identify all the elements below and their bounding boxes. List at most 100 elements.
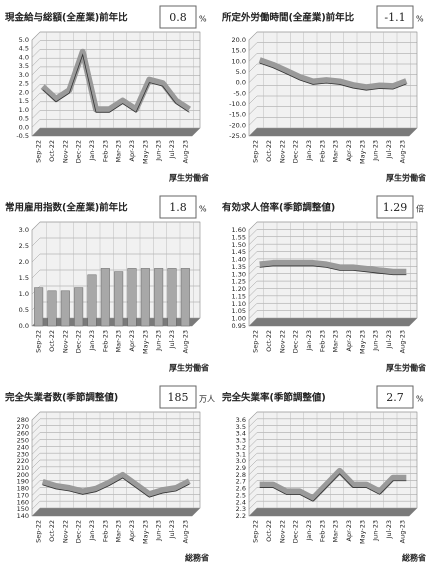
panel-title: 常用雇用指数(全産業)前年比 [5, 202, 128, 214]
headline-value: 2.7 [386, 391, 404, 404]
grid-line [248, 42, 417, 51]
grid-line [31, 57, 200, 67]
grid-line [248, 273, 417, 282]
y-tick-label: 1.00 [232, 315, 246, 323]
source: 総務省 [402, 553, 426, 563]
grid-line [248, 288, 417, 297]
x-tick-label: Dec-22 [292, 330, 300, 353]
back-wall [31, 31, 201, 137]
y-tick-label: 3.1 [236, 450, 246, 458]
x-tick-label: Sep-22 [252, 520, 260, 543]
x-tick-label: Jul-23 [168, 330, 176, 349]
bar [167, 268, 177, 327]
y-tick-label: 2.5 [236, 491, 246, 499]
x-tick-label: Aug-23 [181, 140, 189, 163]
x-tick-label: Mar-23 [332, 330, 340, 352]
grid-line [31, 110, 200, 119]
bar [154, 268, 164, 327]
y-tick-label: 180 [17, 485, 29, 493]
y-tick-label: 2.4 [236, 498, 246, 506]
x-tick-label: Dec-22 [75, 140, 83, 163]
headline-value: 0.8 [169, 11, 187, 24]
grid-line [248, 53, 417, 62]
x-tick-label: May-23 [141, 330, 149, 354]
unit: % [416, 15, 424, 24]
grid-line [31, 418, 200, 428]
grid-line [248, 411, 417, 421]
grid-line [31, 411, 200, 421]
grid-line [31, 432, 200, 441]
grid-line [31, 452, 200, 462]
x-tick-label: Aug-23 [181, 330, 189, 353]
ribbon [259, 259, 407, 275]
y-tick-label: -15.0 [229, 111, 246, 119]
grid-line [31, 127, 200, 137]
y-tick-label: 2.2 [236, 512, 246, 520]
grid-line [31, 480, 200, 489]
y-tick-label: 1.5 [19, 274, 29, 282]
y-tick-label: 1.0 [19, 290, 29, 298]
y-tick-label: 3.0 [19, 71, 29, 79]
unit: % [199, 15, 207, 24]
ribbon-edge [42, 477, 190, 498]
y-tick-label: 1.25 [232, 278, 246, 286]
y-tick-label: 3.4 [236, 430, 246, 438]
y-tick-label: 220 [17, 457, 29, 465]
floor [32, 508, 200, 516]
floor [32, 128, 200, 136]
headline-value: 1.8 [169, 201, 187, 214]
y-tick-label: 150 [17, 505, 29, 513]
y-tick-label: 2.6 [236, 485, 246, 493]
ribbon-edge [259, 473, 407, 502]
x-tick-label: Oct-22 [265, 520, 273, 542]
x-tick-label: Dec-22 [292, 520, 300, 543]
grid-line [31, 221, 200, 231]
x-tick-label: Feb-23 [101, 140, 109, 162]
ribbon [40, 48, 191, 113]
value-box [376, 195, 414, 219]
unit: % [199, 205, 207, 214]
y-tick-label: 2.7 [236, 478, 246, 486]
unit: 倍 [416, 204, 424, 214]
y-tick-label: 160 [17, 498, 29, 506]
value-box [376, 5, 414, 29]
x-tick-label: Feb-23 [318, 330, 326, 352]
bar [180, 268, 190, 327]
y-tick-label: 210 [17, 464, 29, 472]
y-tick-label: 1.55 [232, 233, 246, 241]
grid-line [248, 317, 417, 327]
x-tick-label: Jun-23 [155, 520, 163, 542]
x-tick-label: Apr-23 [128, 330, 136, 351]
x-tick-label: Dec-22 [75, 520, 83, 543]
grid-line [31, 237, 200, 247]
grid-line [248, 63, 417, 73]
unit: % [416, 395, 424, 404]
y-tick-label: 1.0 [19, 106, 29, 114]
y-tick-label: 270 [17, 423, 29, 431]
x-tick-label: May-23 [358, 520, 366, 544]
y-tick-label: 240 [17, 443, 29, 451]
y-tick-label: 200 [17, 471, 29, 479]
ribbon-edge [259, 265, 407, 276]
panel-title: 有効求人倍率(季節調整値) [222, 202, 335, 214]
grid-line [248, 466, 417, 476]
x-tick-label: Dec-22 [75, 330, 83, 353]
x-tick-label: May-23 [358, 140, 366, 164]
panel-title: 完全失業者数(季節調整値) [5, 392, 118, 404]
y-tick-label: 2.5 [19, 80, 29, 88]
y-tick-label: 1.45 [232, 248, 246, 256]
x-tick-label: Feb-23 [318, 140, 326, 162]
x-tick-label: Oct-22 [48, 520, 56, 542]
grid-line [31, 439, 200, 448]
x-tick-label: Jan-23 [88, 140, 96, 162]
x-tick-label: Nov-22 [61, 330, 69, 353]
grid-line [31, 49, 200, 58]
grid-line [248, 236, 417, 245]
y-tick-label: 2.0 [19, 88, 29, 96]
ribbon [258, 57, 408, 91]
x-tick-label: Jan-23 [305, 140, 313, 162]
value-box [159, 5, 197, 29]
x-tick-label: Dec-22 [292, 140, 300, 163]
x-tick-label: Jul-23 [168, 140, 176, 159]
y-tick-label: 1.10 [232, 300, 246, 308]
